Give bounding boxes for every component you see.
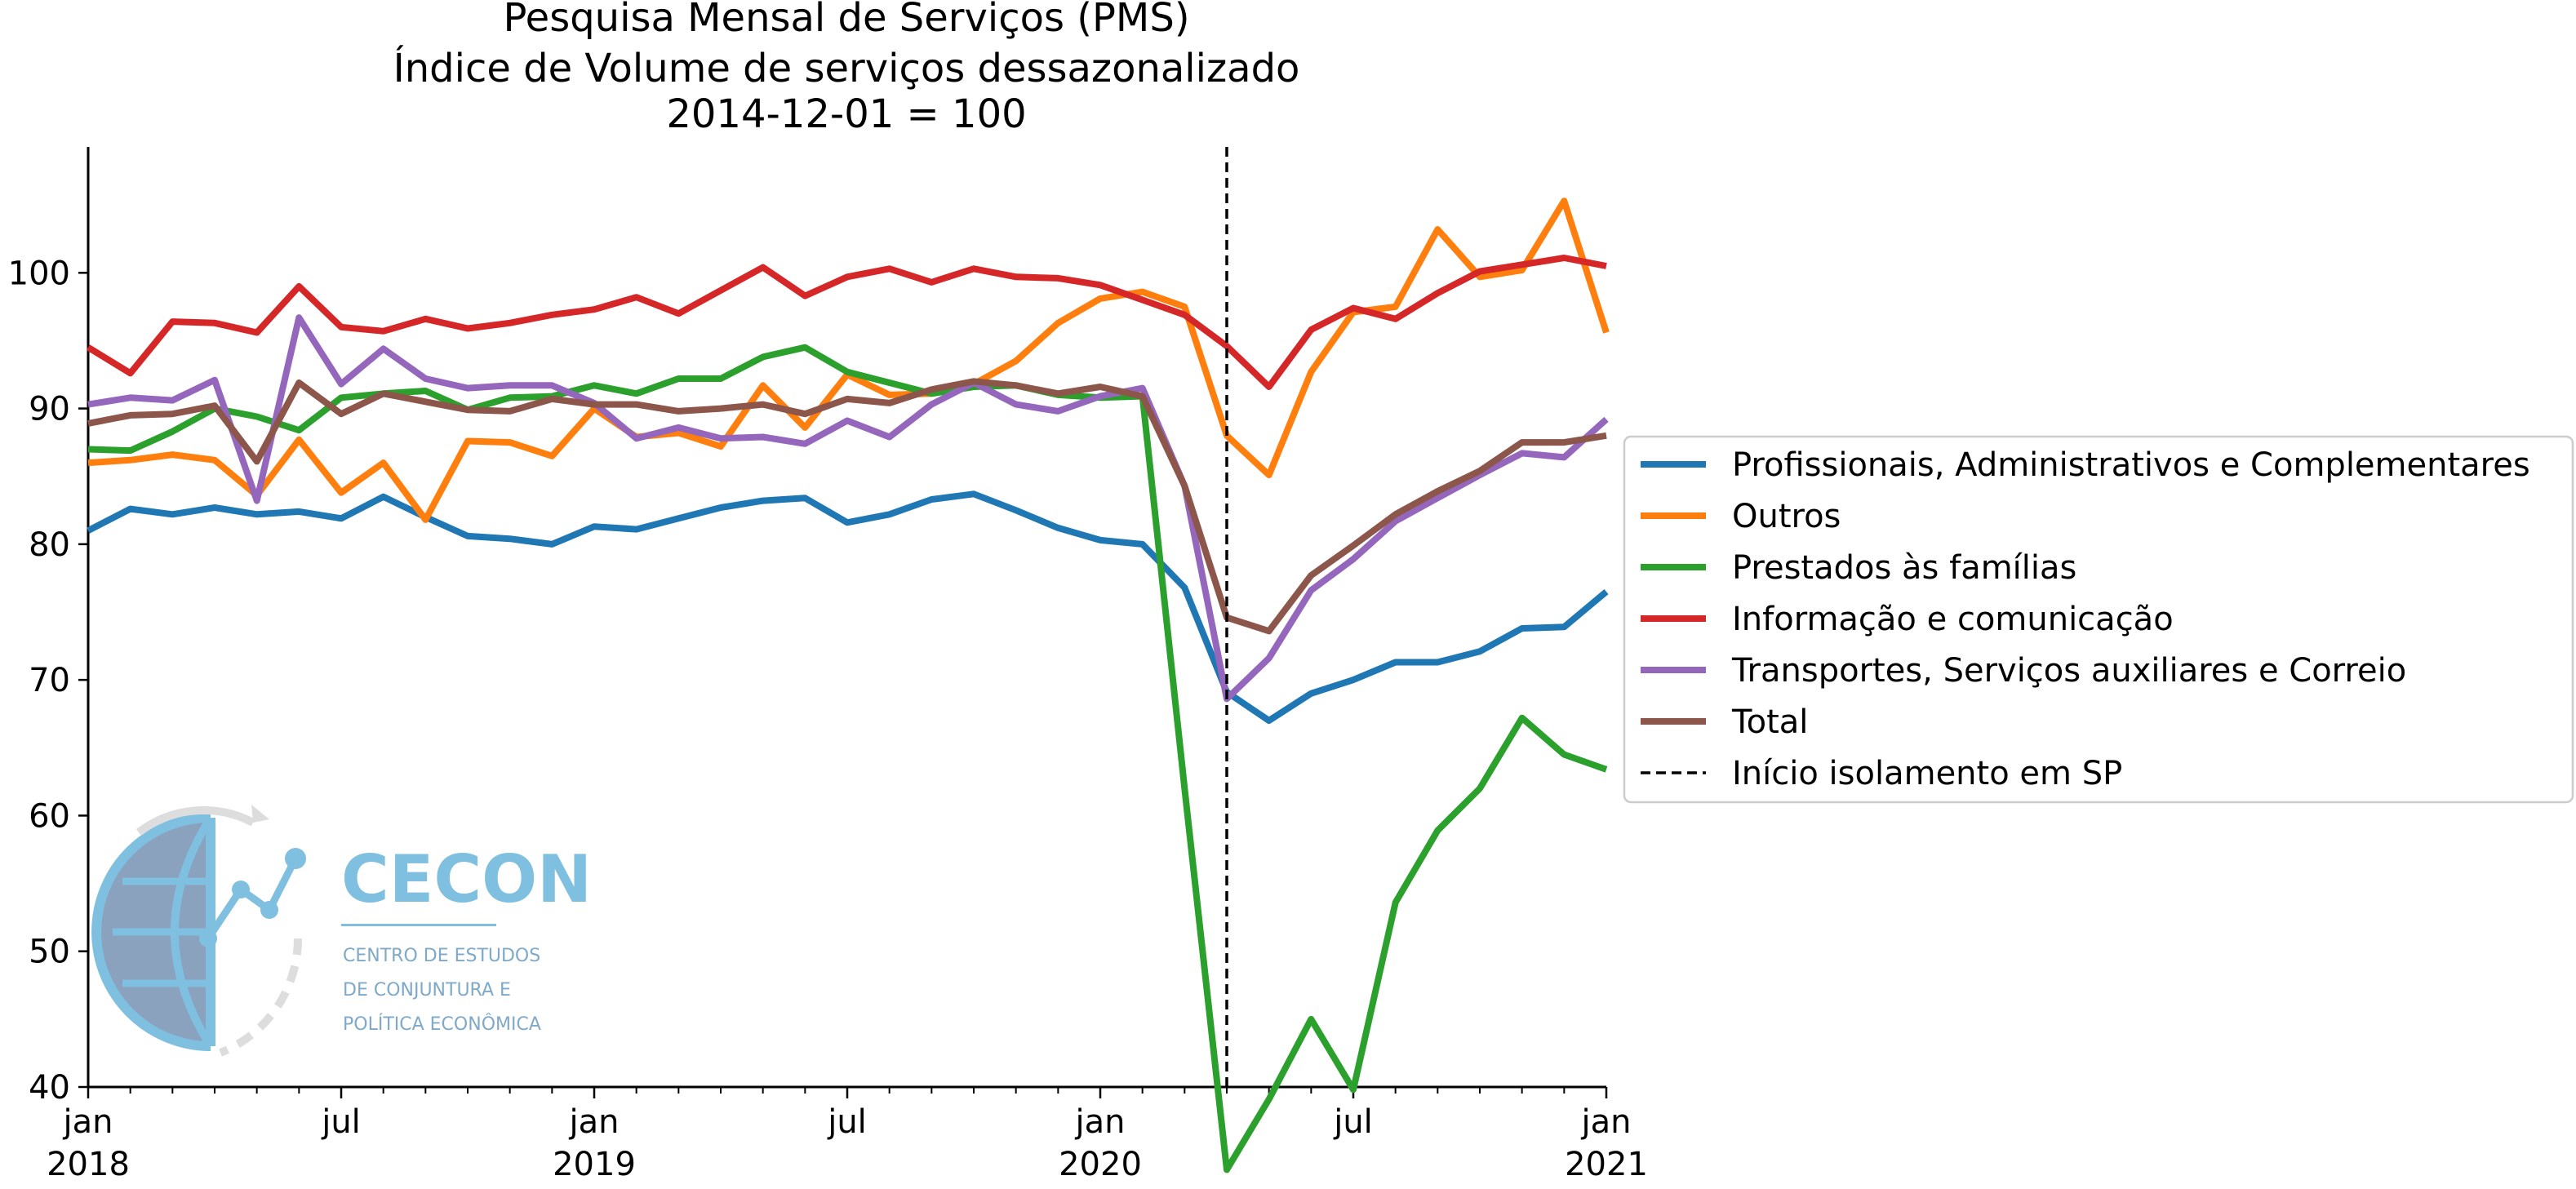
legend-label-7: Início isolamento em SP xyxy=(1732,755,2122,792)
series-line-1 xyxy=(87,490,1609,724)
x-tick-label: jan xyxy=(63,1103,113,1141)
logo-line-3: POLÍTICA ECONÔMICA xyxy=(343,1014,541,1035)
x-tick-label: jul xyxy=(1333,1103,1373,1141)
logo-line-1: CENTRO DE ESTUDOS xyxy=(343,946,540,966)
series-line-3 xyxy=(87,344,1608,1173)
logo-divider xyxy=(341,924,496,926)
legend: Profissionais, Administrativos e Complem… xyxy=(1623,435,2574,804)
chart-title-line-1: Pesquisa Mensal de Serviços (PMS) xyxy=(503,0,1189,41)
y-tick-label: 40 xyxy=(29,1069,70,1107)
y-tick-label: 60 xyxy=(29,797,70,835)
chart-title-line-2: Índice de Volume de serviços dessazonali… xyxy=(393,45,1300,91)
x-ticks: jan 2018 jul jan 2019 jul jan 2020 jul jan 2021 xyxy=(47,1087,1648,1183)
x-tick-year-label: 2018 xyxy=(47,1146,130,1183)
x-tick-label: jan xyxy=(569,1103,620,1141)
x-tick-label: jul xyxy=(321,1103,361,1141)
cecon-logo: CECON CENTRO DE ESTUDOS DE CONJUNTURA E … xyxy=(91,805,592,1057)
series-line-4 xyxy=(86,255,1607,390)
y-tick-label: 100 xyxy=(8,255,70,292)
series-line-5 xyxy=(87,314,1609,703)
y-tick-label: 50 xyxy=(29,934,70,971)
y-tick-label: 70 xyxy=(29,662,70,699)
legend-label-4: Informação e comunicação xyxy=(1732,601,2174,638)
series-line-2 xyxy=(87,197,1610,523)
logo-line-2: DE CONJUNTURA E xyxy=(343,980,511,1000)
legend-label-3: Prestados às famílias xyxy=(1732,549,2076,587)
globe-icon xyxy=(91,805,306,1057)
x-tick-year-label: 2019 xyxy=(553,1146,636,1183)
chart-title-line-3: 2014-12-01 = 100 xyxy=(666,91,1026,137)
legend-label-5: Transportes, Serviços auxiliares e Corre… xyxy=(1731,652,2406,690)
y-ticks: 40 50 60 70 80 90 100 xyxy=(8,255,88,1107)
legend-label-2: Outros xyxy=(1732,498,1841,535)
legend-label-6: Total xyxy=(1731,703,1808,741)
x-tick-year-label: 2021 xyxy=(1565,1146,1648,1183)
legend-label-1: Profissionais, Administrativos e Complem… xyxy=(1732,446,2530,484)
series-line-6 xyxy=(87,378,1607,635)
x-tick-year-label: 2020 xyxy=(1059,1146,1142,1183)
logo-title: CECON xyxy=(341,841,592,917)
y-tick-label: 90 xyxy=(29,391,70,428)
x-tick-label: jan xyxy=(1075,1103,1126,1141)
y-tick-label: 80 xyxy=(29,526,70,564)
x-tick-label: jul xyxy=(827,1103,867,1141)
legend-frame xyxy=(1623,435,2574,804)
x-tick-label: jan xyxy=(1581,1103,1632,1141)
series-group xyxy=(86,197,1610,1173)
